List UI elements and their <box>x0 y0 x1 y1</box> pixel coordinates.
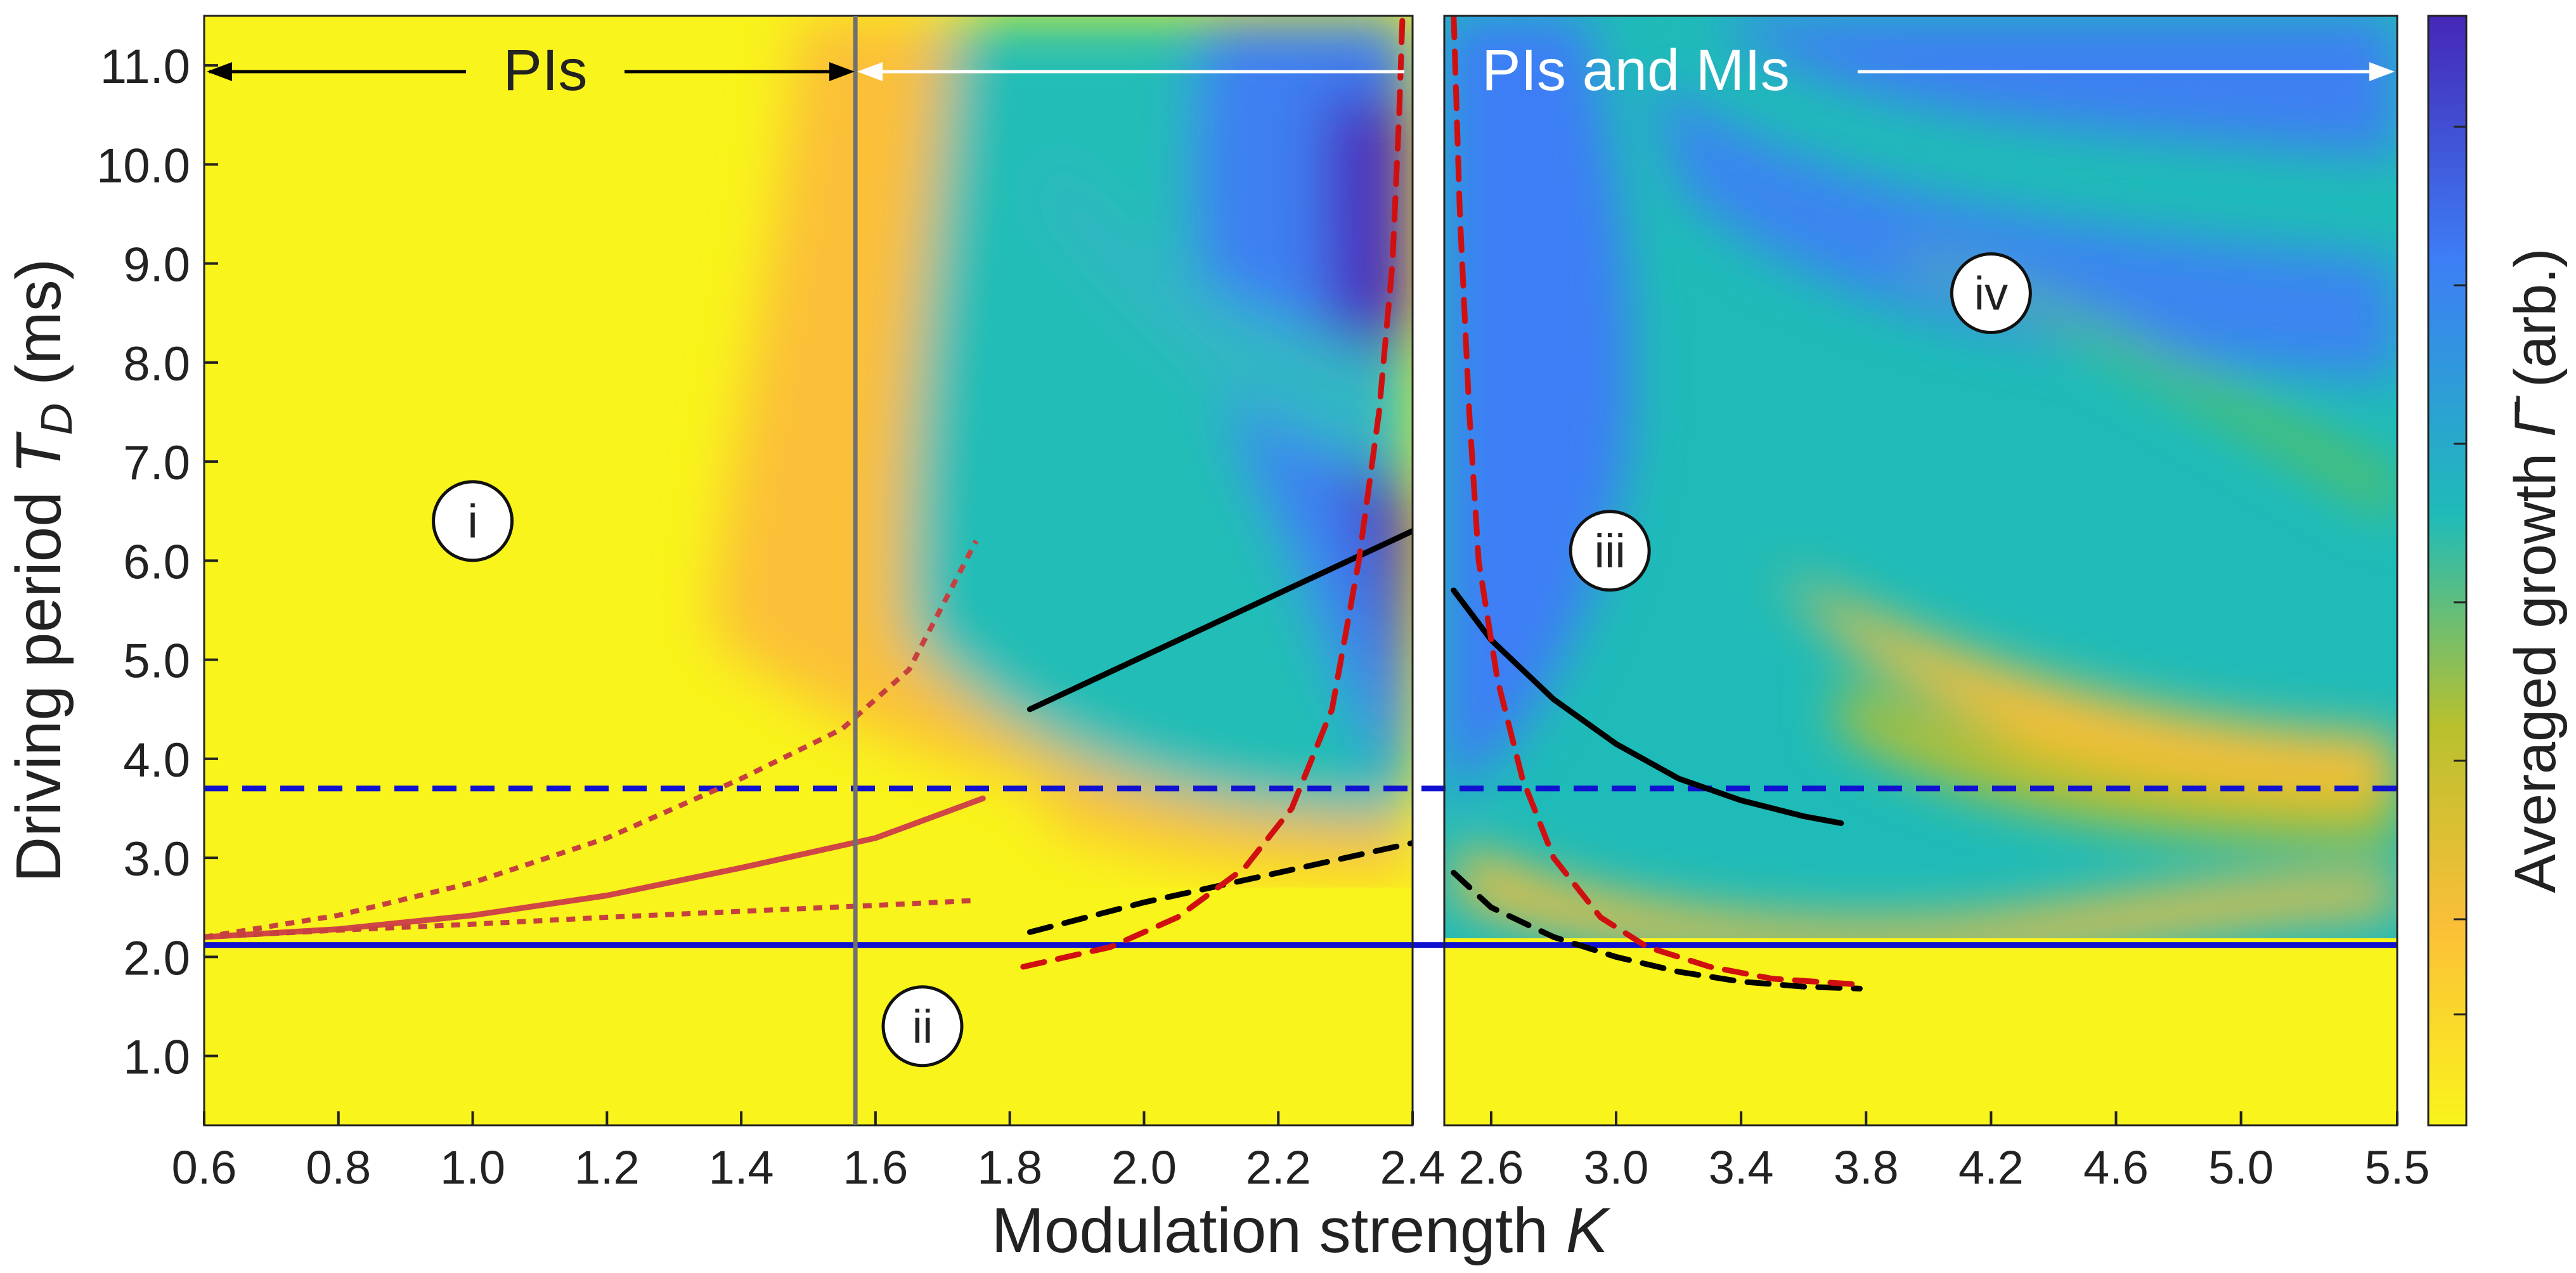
x-tick-label: 0.6 <box>172 1141 237 1194</box>
x-tick-label: 1.6 <box>843 1141 908 1194</box>
x-tick-label: 3.4 <box>1709 1141 1774 1194</box>
pis-arrowhead-left <box>207 62 232 81</box>
x-tick-label: 1.4 <box>709 1141 774 1194</box>
region-label-iv: iv <box>1950 252 2032 334</box>
y-tick-label: 10.0 <box>96 139 190 193</box>
y-tick-label: 2.0 <box>123 931 190 985</box>
x-tick-label: 2.4 <box>1380 1141 1446 1194</box>
x-tick-label: 4.6 <box>2083 1141 2149 1194</box>
y-tick-label: 9.0 <box>123 238 190 292</box>
y-tick-label: 7.0 <box>123 436 190 490</box>
region-text: iv <box>1974 268 2008 320</box>
y-axis-label: Driving period TD (ms) <box>3 259 81 882</box>
x-tick-label: 2.0 <box>1111 1141 1177 1194</box>
x-tick-label: 1.2 <box>574 1141 640 1194</box>
pis-mis-arrowhead-right <box>2369 62 2395 81</box>
curve-6 <box>1451 587 1844 826</box>
pis-arrowhead-right <box>829 62 855 81</box>
y-tick-label: 3.0 <box>123 832 190 886</box>
y-tick-label: 8.0 <box>123 337 190 391</box>
y-tick-label: 1.0 <box>123 1031 190 1085</box>
colorbar-ticks <box>2454 126 2466 1016</box>
region-circle <box>1950 252 2032 334</box>
y-axis: 1.0 2.0 3.0 4.0 5.0 6.0 7.0 8.0 9.0 10.0 11.0 <box>96 40 218 1085</box>
curve-5 <box>1020 16 1406 970</box>
y-tick-label: 6.0 <box>123 535 190 589</box>
pis-mis-label: PIs and MIs <box>1482 38 1790 103</box>
region-label-iii: iii <box>1569 510 1651 592</box>
x-tick-label: 0.8 <box>306 1141 371 1194</box>
x-tick-label: 1.0 <box>440 1141 505 1194</box>
y-tick-label: 5.0 <box>123 635 190 688</box>
x-axis-label: Modulation strength K <box>992 1195 1611 1266</box>
curve-3 <box>1026 528 1413 713</box>
heatmap-panel-right <box>1444 16 2397 1125</box>
region-text: iii <box>1595 525 1626 578</box>
x-tick-label: 5.0 <box>2208 1141 2274 1194</box>
x-tick-label: 1.8 <box>977 1141 1042 1194</box>
panel-left-frame <box>203 15 1414 1127</box>
pis-label: PIs <box>503 38 588 103</box>
region-text: i <box>467 495 477 548</box>
x-tick-label: 4.2 <box>1958 1141 2024 1194</box>
y-tick-label: 4.0 <box>123 733 190 787</box>
curve-2 <box>204 898 976 940</box>
colorbar-label: Averaged growth Γ̄ (arb.) <box>2503 248 2568 893</box>
heatmap-panel-left <box>204 16 1413 1125</box>
curve-8 <box>1451 16 1863 988</box>
x-tick-label: 5.5 <box>2365 1141 2430 1194</box>
x-axis-right: 2.6 3.0 3.4 3.8 4.2 4.6 5.0 5.5 <box>1458 1111 2430 1194</box>
x-axis-left: 0.6 0.8 1.0 1.2 1.4 1.6 1.8 2.0 2.2 2.4 <box>172 1111 1446 1194</box>
region-label-ii: ii <box>881 985 964 1068</box>
x-tick-label: 2.2 <box>1246 1141 1311 1194</box>
panel-right-frame <box>1443 15 2398 1127</box>
x-tick-label: 3.8 <box>1834 1141 1899 1194</box>
x-tick-label: 2.6 <box>1458 1141 1524 1194</box>
x-tick-label: 3.0 <box>1584 1141 1649 1194</box>
region-circle <box>881 985 964 1068</box>
y-tick-label: 11.0 <box>100 40 190 94</box>
pis-mis-arrowhead-left <box>857 62 883 81</box>
curve-1 <box>204 540 979 940</box>
range-arrows: PIs PIs and MIs <box>207 38 2395 103</box>
region-circle <box>1569 510 1651 592</box>
region-circle <box>432 480 514 562</box>
curve-4 <box>1026 840 1413 935</box>
region-label-i: i <box>432 480 514 562</box>
curve-7 <box>1451 870 1863 992</box>
region-text: ii <box>912 1000 933 1053</box>
reference-lines <box>204 785 2397 948</box>
theory-curves <box>204 16 1863 992</box>
colorbar <box>2427 15 2468 1127</box>
